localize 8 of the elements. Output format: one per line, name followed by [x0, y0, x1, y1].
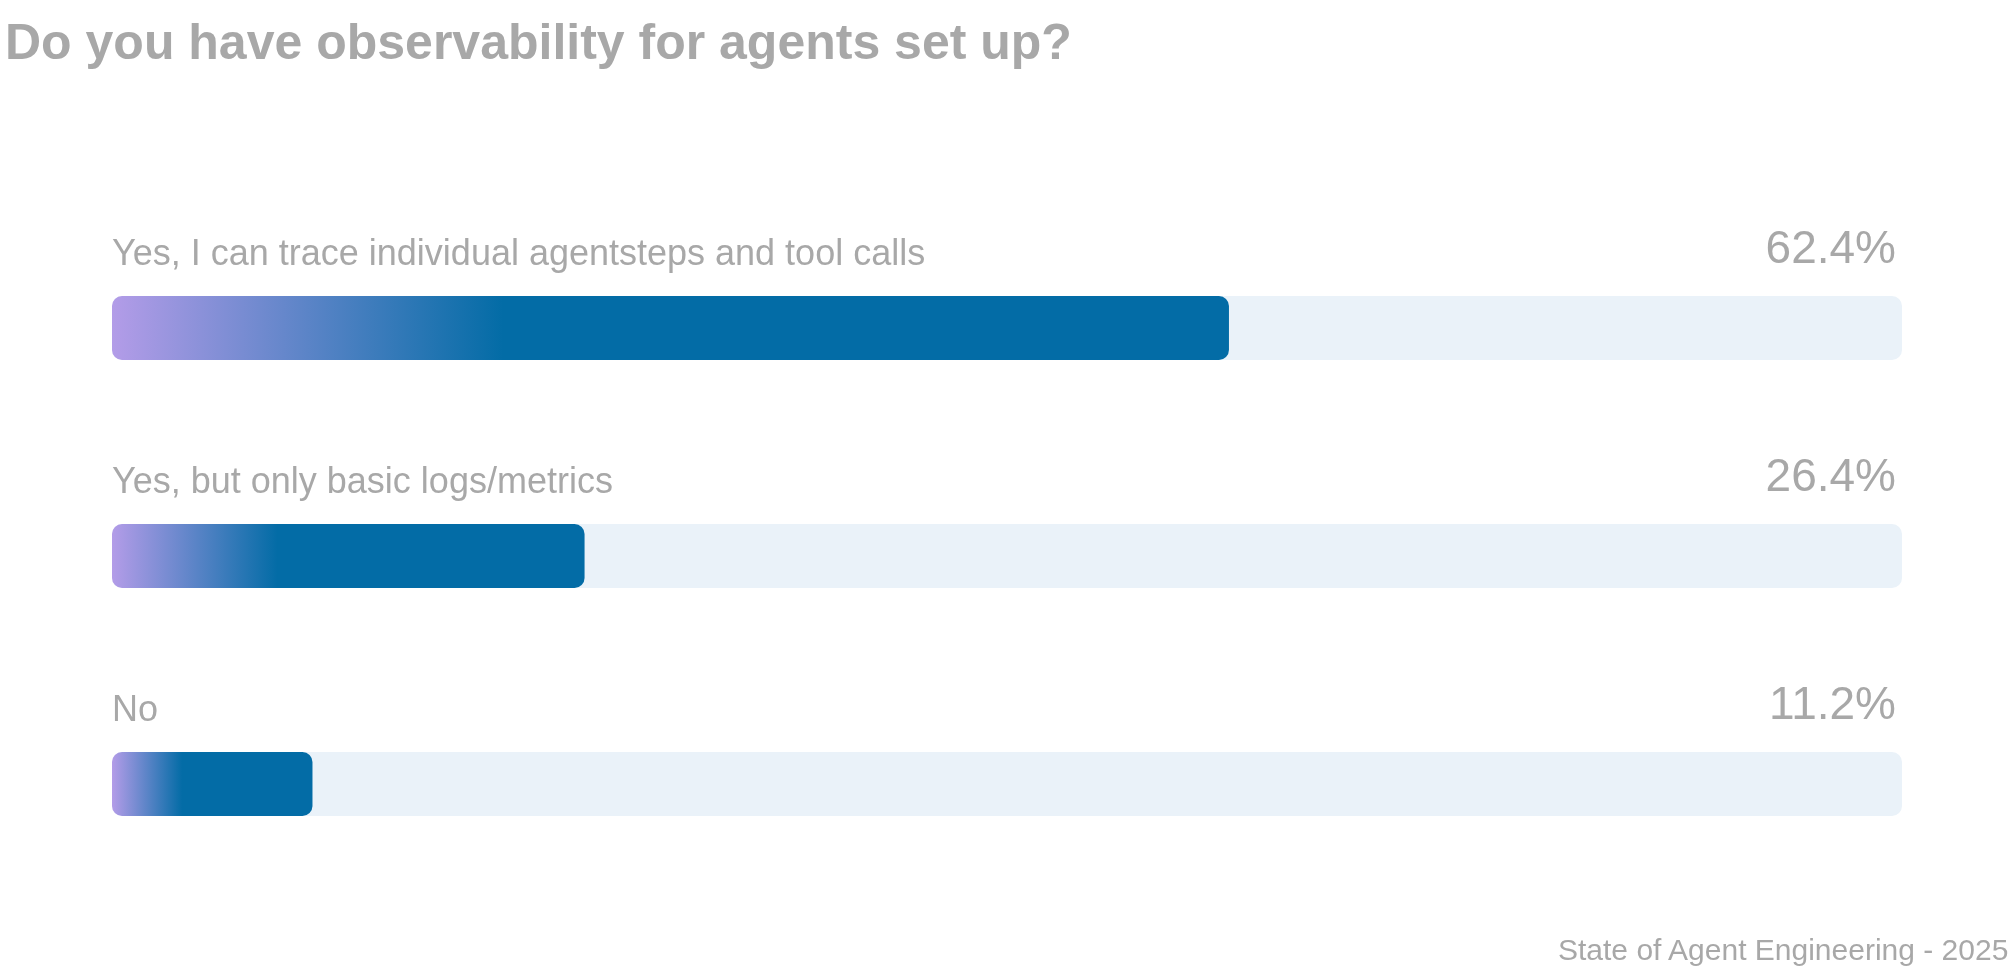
chart-title: Do you have observability for agents set up? — [5, 14, 1072, 70]
data-label: 11.2% — [1768, 677, 1896, 729]
data-label: 62.4% — [1765, 221, 1896, 273]
text: State of Agent Engineering - 2025 — [1558, 932, 2009, 966]
data-label: 26.4% — [1765, 449, 1896, 501]
y-tick-label: Yes, but only basic logs/metrics — [112, 459, 613, 501]
y-tick-label: Yes, I can trace individual agentsteps and tool calls — [112, 231, 926, 273]
y-tick-label: No — [112, 687, 159, 729]
